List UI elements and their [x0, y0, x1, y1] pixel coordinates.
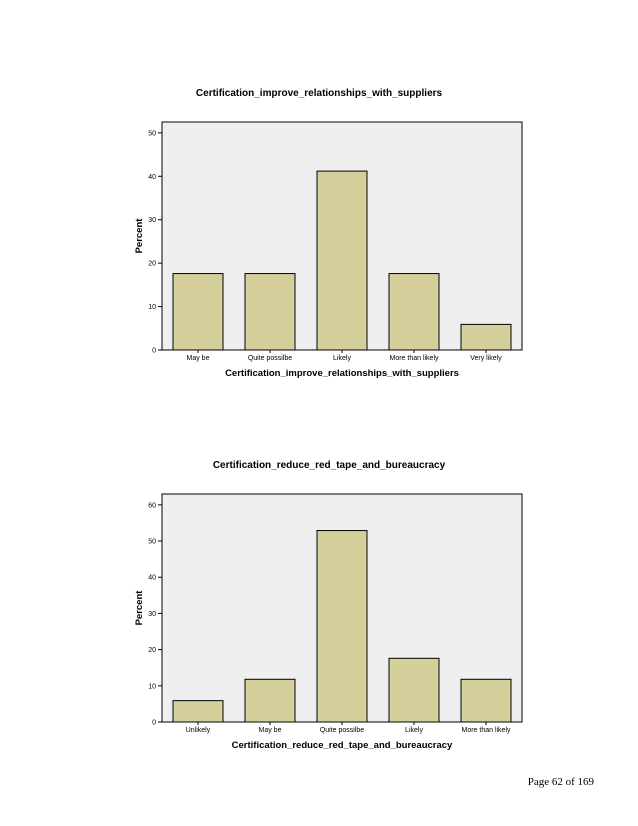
y-tick-label: 0 — [152, 348, 156, 355]
x-tick-label: Likely — [333, 355, 351, 362]
bar — [172, 700, 224, 723]
x-tick-label: Quite possilbe — [320, 727, 364, 734]
y-axis-title: Percent — [134, 590, 145, 626]
x-tick-label: May be — [187, 355, 210, 362]
y-tick-label: 10 — [148, 304, 156, 311]
chart-1-plot: 0 10 20 30 40 50 May be Quite possilbe Likely Mor… — [134, 121, 523, 379]
bar — [460, 323, 512, 351]
bar — [244, 273, 296, 351]
y-tick-label: 50 — [148, 130, 156, 137]
y-tick-label: 30 — [148, 217, 156, 224]
y-tick-label: 10 — [148, 683, 156, 690]
chart-1: Certification_improve_relationships_with… — [0, 88, 638, 388]
x-axis-title: Certification_reduce_red_tape_and_bureau… — [232, 740, 453, 751]
y-tick-label: 40 — [148, 575, 156, 582]
page-number: Page 62 of 169 — [527, 776, 594, 788]
x-axis-title: Certification_improve_relationships_with… — [225, 368, 459, 379]
y-tick-label: 50 — [148, 539, 156, 546]
bar — [316, 170, 368, 351]
chart-2: Certification_reduce_red_tape_and_bureau… — [0, 460, 638, 760]
bar — [460, 678, 512, 723]
chart-title: Certification_improve_relationships_with… — [195, 88, 443, 99]
chart-title: Certification_reduce_red_tape_and_bureau… — [212, 460, 446, 471]
x-tick-label: Quite possilbe — [248, 355, 292, 362]
bar — [244, 678, 296, 723]
bar — [388, 657, 440, 723]
bar — [172, 273, 224, 351]
x-tick-label: May be — [259, 727, 282, 734]
x-tick-label: Unlikely — [186, 727, 211, 734]
bar — [388, 273, 440, 351]
x-tick-label: Very likely — [470, 355, 502, 362]
y-tick-label: 0 — [152, 720, 156, 727]
x-tick-label: More than likely — [389, 355, 439, 362]
y-tick-label: 60 — [148, 502, 156, 509]
y-tick-label: 20 — [148, 647, 156, 654]
y-tick-label: 30 — [148, 611, 156, 618]
y-tick-label: 40 — [148, 174, 156, 181]
bar — [316, 530, 368, 723]
y-axis-title: Percent — [134, 218, 145, 254]
x-tick-label: More than likely — [461, 727, 511, 734]
y-tick-label: 20 — [148, 261, 156, 268]
x-tick-label: Likely — [405, 727, 423, 734]
chart-2-plot: 0 10 20 30 40 50 60 Unlikely May be Quite possilb… — [134, 493, 523, 751]
